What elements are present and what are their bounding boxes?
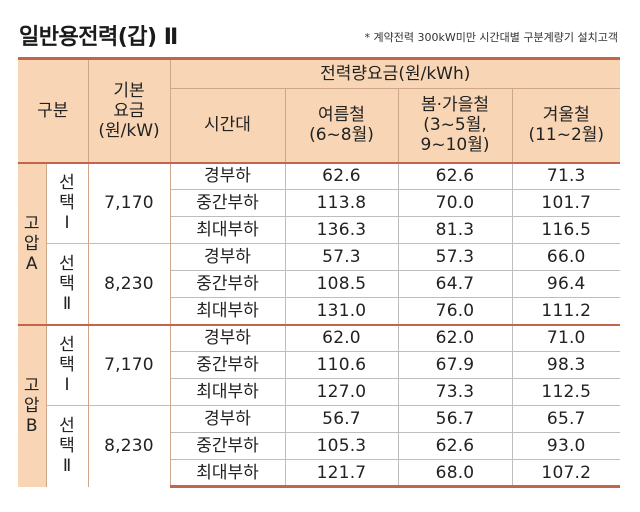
base-rate-cell: 7,170 — [87, 162, 170, 244]
page-title: 일반용전력(갑) Ⅱ — [19, 25, 178, 50]
base-rate-cell: 7,170 — [87, 323, 170, 406]
table-row: 최대부하 121.7 68.0 107.2 — [18, 459, 621, 488]
header-base-rate: 기본 요금 (원/kW) — [87, 57, 170, 164]
spring-fall-rate-cell: 64.7 — [397, 270, 512, 298]
spring-fall-rate-cell: 76.0 — [397, 297, 512, 325]
table-row: 중간부하 108.5 64.7 96.4 — [18, 270, 621, 298]
winter-rate-cell: 66.0 — [511, 243, 621, 271]
table-row: 중간부하 110.6 67.9 98.3 — [18, 351, 621, 379]
winter-rate-cell: 112.5 — [511, 378, 621, 406]
spring-fall-rate-cell: 56.7 — [397, 405, 512, 433]
spring-fall-rate-cell: 62.0 — [397, 323, 512, 352]
header-winter: 겨울철 (11~2월) — [511, 88, 621, 164]
time-period-cell: 경부하 — [169, 243, 285, 271]
time-period-cell: 최대부하 — [169, 459, 285, 488]
header-summer: 여름철 (6~8월) — [284, 88, 398, 164]
table-row: 선 택 Ⅱ 8,230 경부하 56.7 56.7 65.7 — [18, 405, 621, 487]
time-period-cell: 최대부하 — [169, 297, 285, 325]
table-row: 최대부하 127.0 73.3 112.5 — [18, 378, 621, 406]
header-spring-fall: 봄·가을철 (3~5월, 9~10월) — [397, 88, 512, 164]
time-period-cell: 중간부하 — [169, 351, 285, 379]
table-row: 고 압 B 선 택 Ⅰ 7,170 경부하 62.0 62.0 71.0 — [18, 323, 621, 487]
header-division: 구분 — [18, 57, 88, 164]
winter-rate-cell: 116.5 — [511, 216, 621, 244]
base-rate-cell: 8,230 — [87, 243, 170, 325]
spring-fall-rate-cell: 67.9 — [397, 351, 512, 379]
time-period-cell: 중간부하 — [169, 189, 285, 217]
spring-fall-rate-cell: 62.6 — [397, 162, 512, 190]
spring-fall-rate-cell: 68.0 — [397, 459, 512, 488]
time-period-cell: 경부하 — [169, 405, 285, 433]
time-period-cell: 중간부하 — [169, 270, 285, 298]
table-row: 고 압 A 선 택 Ⅰ 7,170 경부하 62.6 62.6 71.3 — [18, 162, 621, 325]
summer-rate-cell: 57.3 — [284, 243, 398, 271]
spring-fall-rate-cell: 70.0 — [397, 189, 512, 217]
spring-fall-rate-cell: 73.3 — [397, 378, 512, 406]
winter-rate-cell: 93.0 — [511, 432, 621, 460]
summer-rate-cell: 56.7 — [284, 405, 398, 433]
time-period-cell: 최대부하 — [169, 378, 285, 406]
base-rate-cell: 8,230 — [87, 405, 170, 487]
table-row: 중간부하 105.3 62.6 93.0 — [18, 432, 621, 460]
table-row: 최대부하 131.0 76.0 111.2 — [18, 297, 621, 325]
time-period-cell: 중간부하 — [169, 432, 285, 460]
tariff-table: 구분 기본 요금 (원/kW) 전력량요금(원/kWh) 시간대 여름철 (6~… — [18, 57, 621, 488]
summer-rate-cell: 121.7 — [284, 459, 398, 488]
header-energy-rate: 전력량요금(원/kWh) — [169, 57, 621, 89]
time-period-cell: 경부하 — [169, 162, 285, 190]
winter-rate-cell: 71.3 — [511, 162, 621, 190]
footnote: * 계약전력 300kW미만 시간대별 구분계량기 설치고객 — [364, 31, 618, 44]
summer-rate-cell: 108.5 — [284, 270, 398, 298]
table-row: 최대부하 136.3 81.3 116.5 — [18, 216, 621, 244]
summer-rate-cell: 113.8 — [284, 189, 398, 217]
winter-rate-cell: 71.0 — [511, 323, 621, 352]
spring-fall-rate-cell: 81.3 — [397, 216, 512, 244]
winter-rate-cell: 111.2 — [511, 297, 621, 325]
winter-rate-cell: 101.7 — [511, 189, 621, 217]
spring-fall-rate-cell: 62.6 — [397, 432, 512, 460]
table-row: 중간부하 113.8 70.0 101.7 — [18, 189, 621, 217]
time-period-cell: 경부하 — [169, 323, 285, 352]
summer-rate-cell: 136.3 — [284, 216, 398, 244]
header-time-period: 시간대 — [169, 88, 285, 164]
winter-rate-cell: 65.7 — [511, 405, 621, 433]
winter-rate-cell: 96.4 — [511, 270, 621, 298]
summer-rate-cell: 110.6 — [284, 351, 398, 379]
winter-rate-cell: 107.2 — [511, 459, 621, 488]
summer-rate-cell: 62.6 — [284, 162, 398, 190]
summer-rate-cell: 127.0 — [284, 378, 398, 406]
table-row: 선 택 Ⅱ 8,230 경부하 57.3 57.3 66.0 — [18, 243, 621, 325]
winter-rate-cell: 98.3 — [511, 351, 621, 379]
summer-rate-cell: 131.0 — [284, 297, 398, 325]
summer-rate-cell: 62.0 — [284, 323, 398, 352]
spring-fall-rate-cell: 57.3 — [397, 243, 512, 271]
time-period-cell: 최대부하 — [169, 216, 285, 244]
summer-rate-cell: 105.3 — [284, 432, 398, 460]
